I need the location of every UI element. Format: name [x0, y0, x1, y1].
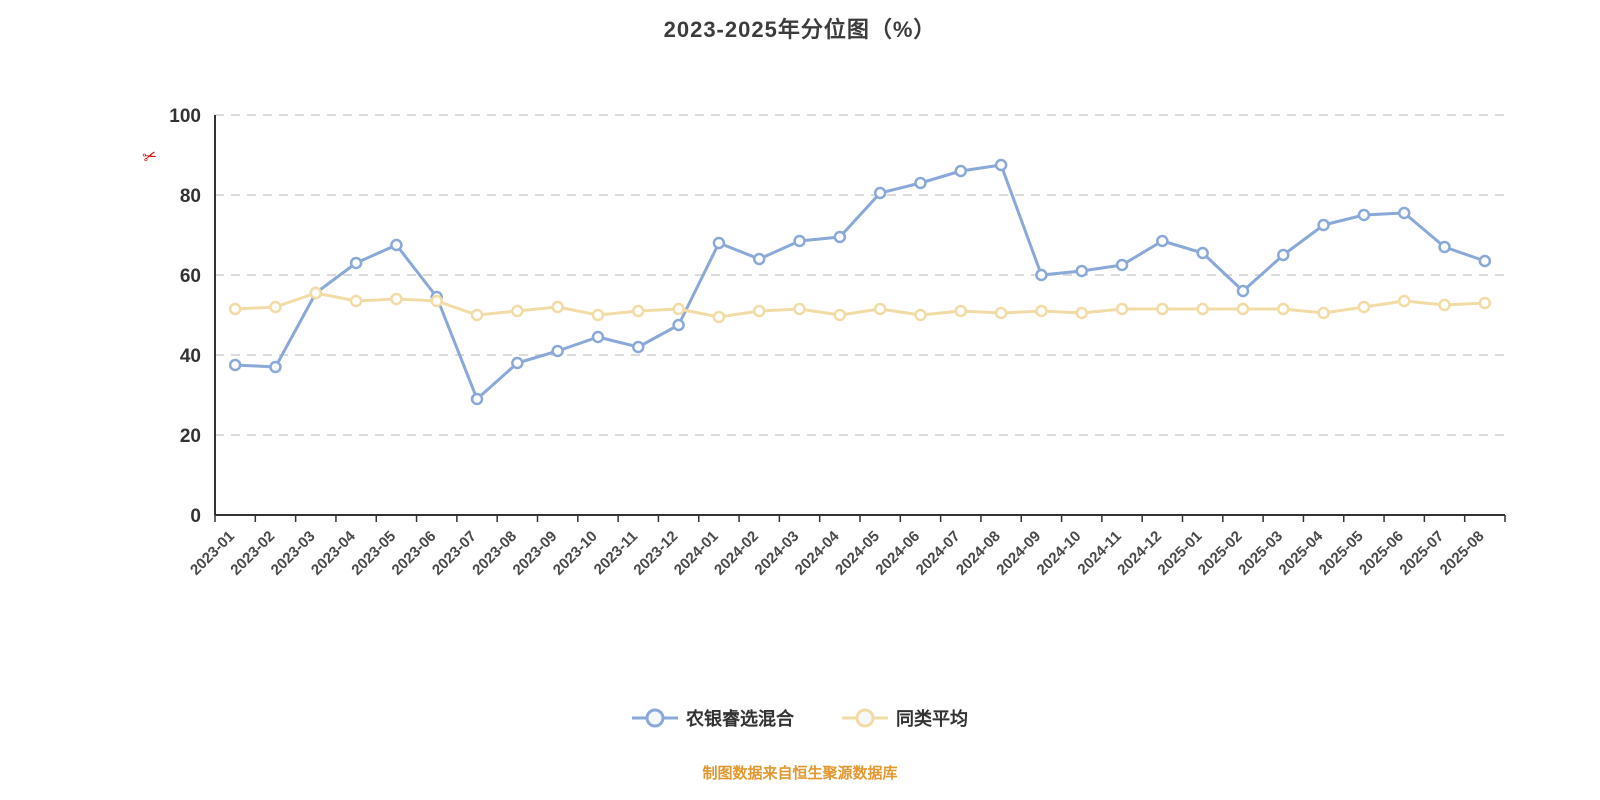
data-point-marker — [632, 340, 645, 354]
data-point-marker — [591, 330, 605, 344]
data-point-marker — [1075, 264, 1088, 278]
data-point-marker — [712, 310, 726, 324]
data-point-marker — [1438, 240, 1451, 254]
data-point-marker — [1115, 302, 1129, 316]
data-point-marker — [954, 164, 968, 178]
legend-line-marker-icon — [842, 708, 888, 728]
legend-label: 同类平均 — [896, 709, 968, 729]
x-axis-tick-label: 2025-08 — [1437, 528, 1488, 579]
data-point-marker — [873, 302, 887, 316]
data-point-marker — [269, 300, 282, 314]
data-point-marker — [390, 292, 403, 306]
data-point-marker — [752, 304, 766, 318]
data-point-marker — [1438, 298, 1451, 312]
chart-title: 2023-2025年分位图（%） — [663, 17, 937, 42]
data-point-marker — [470, 392, 484, 406]
data-point-marker — [712, 236, 726, 250]
data-point-marker — [349, 256, 363, 270]
data-point-marker — [1075, 306, 1088, 320]
data-point-marker — [349, 294, 363, 308]
series-line — [233, 291, 1487, 319]
data-point-marker — [1156, 234, 1169, 248]
data-point-marker — [309, 286, 323, 300]
data-point-marker — [994, 306, 1008, 320]
data-point-marker — [632, 304, 645, 318]
data-point-marker — [994, 158, 1008, 172]
source-note: 制图数据来自恒生聚源数据库 — [702, 765, 898, 782]
data-point-marker — [914, 176, 927, 190]
data-point-marker — [430, 294, 443, 308]
y-axis-tick-label: 80 — [180, 186, 201, 207]
data-point-marker — [1236, 284, 1250, 298]
data-point-marker — [511, 356, 524, 370]
series-line — [233, 163, 1487, 401]
data-point-marker — [833, 230, 847, 244]
data-point-marker — [793, 302, 806, 316]
data-point-marker — [228, 358, 242, 372]
data-point-marker — [1397, 206, 1411, 220]
legend-item[interactable]: 农银睿选混合 — [632, 705, 794, 731]
y-axis-tick-label: 60 — [180, 266, 201, 287]
data-point-marker — [873, 186, 887, 200]
data-point-marker — [511, 304, 524, 318]
data-point-marker — [1035, 304, 1048, 318]
data-point-marker — [1236, 302, 1250, 316]
data-point-marker — [1156, 302, 1169, 316]
data-point-marker — [228, 302, 242, 316]
data-point-marker — [591, 308, 605, 322]
data-point-marker — [672, 302, 685, 316]
data-point-marker — [1277, 302, 1290, 316]
legend-line-marker-icon — [632, 708, 678, 728]
data-point-marker — [752, 252, 766, 266]
y-axis-tick-label: 40 — [180, 346, 201, 367]
data-point-marker — [269, 360, 282, 374]
x-axis-tick-label: 2024-10 — [1034, 528, 1085, 579]
data-point-marker — [1478, 296, 1492, 310]
legend-label: 农银睿选混合 — [686, 709, 794, 729]
data-point-marker — [954, 304, 968, 318]
data-point-marker — [470, 308, 484, 322]
data-point-marker — [1478, 254, 1492, 268]
legend-item[interactable]: 同类平均 — [842, 705, 968, 731]
data-point-marker — [1196, 302, 1209, 316]
data-point-marker — [1277, 248, 1290, 262]
data-point-marker — [1397, 294, 1411, 308]
line-chart-canvas: 0204060801002023-012023-022023-032023-04… — [169, 106, 1506, 579]
data-point-marker — [1357, 300, 1371, 314]
data-point-marker — [1035, 268, 1048, 282]
data-point-marker — [1357, 208, 1371, 222]
data-point-marker — [672, 318, 685, 332]
data-point-marker — [1317, 306, 1330, 320]
y-axis-tick-label: 0 — [190, 506, 201, 527]
data-point-marker — [551, 300, 564, 314]
data-point-marker — [833, 308, 847, 322]
data-point-marker — [1115, 258, 1129, 272]
data-point-marker — [914, 308, 927, 322]
chart-legend: 农银睿选混合 同类平均 — [0, 705, 1600, 731]
data-point-marker — [551, 344, 564, 358]
y-axis-tick-label: 100 — [169, 106, 201, 127]
x-axis-tick-label: 2023-10 — [550, 528, 601, 579]
data-point-marker — [793, 234, 806, 248]
y-axis-tick-label: 20 — [180, 426, 201, 447]
legend-circle — [645, 708, 665, 728]
data-point-marker — [1196, 246, 1209, 260]
legend-circle — [855, 708, 875, 728]
data-point-marker — [390, 238, 403, 252]
data-point-marker — [1317, 218, 1330, 232]
